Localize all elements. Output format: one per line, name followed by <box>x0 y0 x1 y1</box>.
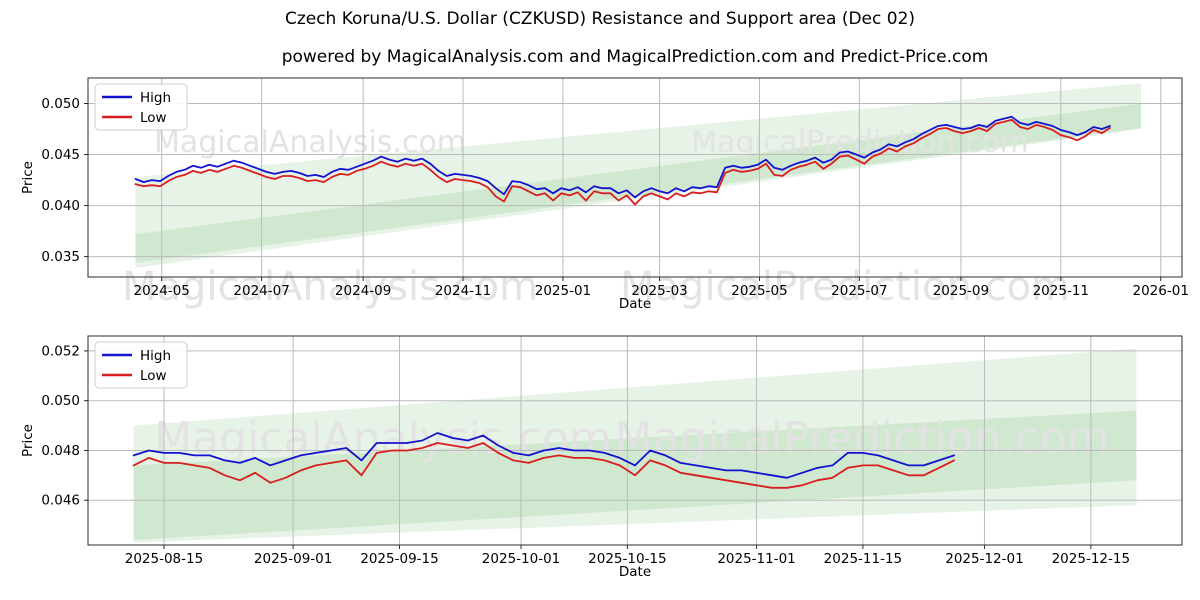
watermark-text: MagicalAnalysis.com <box>154 413 612 464</box>
x-tick-label: 2025-12-01 <box>945 551 1023 567</box>
legend-box <box>94 341 188 389</box>
x-tick-label: 2025-09-15 <box>360 551 438 567</box>
x-tick-label: 2025-11 <box>1033 283 1089 299</box>
x-tick-label: 2025-09 <box>933 283 989 299</box>
x-tick-label: 2026-01 <box>1133 283 1189 299</box>
y-tick-label: 0.050 <box>41 393 80 409</box>
chart-subtitle: powered by MagicalAnalysis.com and Magic… <box>281 47 989 67</box>
legend-label: High <box>140 348 171 364</box>
x-tick-label: 2025-12-15 <box>1052 551 1130 567</box>
x-axis-label: Date <box>619 296 651 312</box>
x-tick-label: 2024-05 <box>133 283 189 299</box>
legend-box <box>94 83 188 131</box>
y-tick-label: 0.045 <box>41 147 80 163</box>
y-tick-label: 0.035 <box>41 249 80 265</box>
x-tick-label: 2025-08-15 <box>125 551 203 567</box>
x-tick-label: 2025-03 <box>631 283 687 299</box>
x-tick-label: 2025-10-01 <box>482 551 560 567</box>
x-tick-label: 2025-10-15 <box>588 551 666 567</box>
x-tick-label: 2024-09 <box>335 283 391 299</box>
chart-title: Czech Koruna/U.S. Dollar (CZKUSD) Resist… <box>284 9 916 29</box>
y-tick-label: 0.048 <box>41 443 80 459</box>
plot-border <box>87 77 1183 278</box>
high-line <box>134 115 1111 199</box>
legend: High Low <box>94 83 188 131</box>
watermark-text: MagicalPrediction.com <box>620 264 1070 310</box>
x-axis-label: Date <box>619 564 651 580</box>
outer-support-resistance-area <box>133 348 1137 543</box>
y-axis-label: Price <box>20 161 36 194</box>
high-line <box>132 432 955 479</box>
y-axis-label: Price <box>20 424 36 457</box>
x-tick-label: 2025-07 <box>831 283 887 299</box>
y-tick-label: 0.050 <box>41 96 80 112</box>
outer-support-resistance-area <box>135 83 1142 268</box>
y-tick-label: 0.046 <box>41 493 80 509</box>
legend-label: High <box>140 90 171 106</box>
y-tick-label: 0.040 <box>41 198 80 214</box>
inner-support-resistance-area <box>135 103 1142 263</box>
legend: High Low <box>94 341 188 389</box>
x-tick-label: 2025-11-15 <box>824 551 902 567</box>
y-tick-label: 0.052 <box>41 343 80 359</box>
x-tick-label: 2025-11-01 <box>717 551 795 567</box>
watermark-text: MagicalAnalysis.com <box>122 264 538 310</box>
legend-label: Low <box>140 110 167 126</box>
x-tick-label: 2025-09-01 <box>254 551 332 567</box>
x-tick-label: 2024-07 <box>233 283 289 299</box>
x-tick-label: 2025-01 <box>535 283 591 299</box>
plot-border <box>87 335 1183 546</box>
x-tick-label: 2025-05 <box>731 283 787 299</box>
low-line <box>132 442 955 489</box>
watermark-text: MagicalPrediction.com <box>615 413 1110 464</box>
legend-label: Low <box>140 368 167 384</box>
x-tick-label: 2024-11 <box>435 283 491 299</box>
low-line <box>134 118 1111 206</box>
